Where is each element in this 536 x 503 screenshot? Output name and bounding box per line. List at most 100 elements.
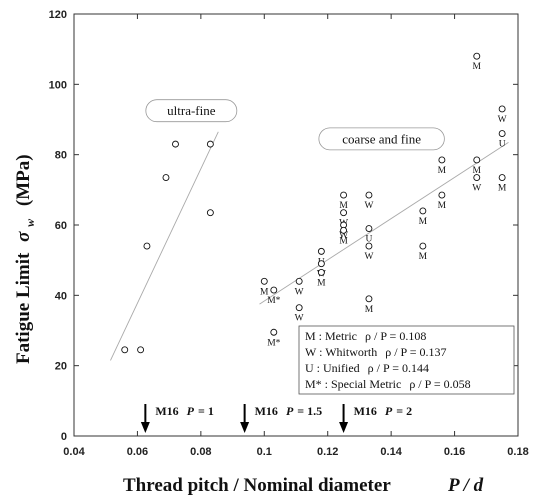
y-tick-label-2: 40	[55, 290, 67, 302]
y-tick-label-5: 100	[49, 79, 67, 91]
point-label-s1-3: W	[295, 287, 304, 297]
data-point-s0-0	[121, 346, 129, 354]
down-arrow-icon	[240, 422, 250, 433]
data-point-s1-23	[498, 105, 506, 113]
data-point-s1-11	[340, 226, 348, 234]
x-axis-title: Thread pitch / Nominal diameter	[123, 475, 391, 496]
x-tick-label-6: 0.16	[444, 446, 465, 458]
data-point-s1-18	[438, 156, 446, 164]
data-point-s1-25	[498, 174, 506, 181]
trend-line-0	[110, 131, 219, 361]
data-point-s1-0	[260, 277, 268, 285]
data-point-s1-22	[473, 174, 481, 181]
point-label-s1-11: M	[339, 236, 348, 246]
data-point-s1-9	[340, 209, 348, 217]
data-point-s1-16	[419, 207, 427, 215]
data-point-s0-3	[162, 174, 170, 181]
y-tick-label-6: 120	[49, 9, 67, 21]
down-arrow-icon	[339, 422, 349, 433]
x-tick-label-1: 0.06	[127, 446, 148, 458]
x-tick-label-5: 0.14	[380, 446, 402, 458]
legend-item-0: M : Metric ρ / P = 0.108	[305, 329, 426, 343]
legend-item-1: W : Whitworth ρ / P = 0.137	[305, 345, 447, 359]
point-label-s1-13: U	[366, 235, 373, 245]
marker-label-1: M16 P = 1.5	[255, 404, 323, 418]
point-label-s1-0: M	[260, 287, 269, 297]
data-point-s1-20	[473, 52, 481, 60]
annotation-1: coarse and fine	[342, 131, 421, 146]
y-axis-label: Fatigue Limit	[13, 252, 34, 364]
legend-item-3: M* : Special Metric ρ / P = 0.058	[305, 377, 471, 391]
point-label-s1-18: M	[438, 166, 447, 176]
point-label-s1-12: W	[364, 201, 373, 211]
point-label-s1-16: M	[419, 217, 428, 227]
y-tick-label-4: 80	[55, 150, 67, 162]
data-point-s1-3	[295, 277, 303, 285]
data-point-s1-4	[295, 304, 303, 312]
x-tick-label-3: 0.1	[257, 446, 272, 458]
point-label-s1-8: M	[339, 201, 348, 211]
data-point-s1-2	[270, 328, 278, 336]
y-tick-label-0: 0	[61, 431, 67, 443]
data-point-s1-5	[317, 247, 325, 255]
point-label-s1-20: M	[473, 62, 482, 72]
x-tick-label-4: 0.12	[317, 446, 338, 458]
x-tick-label-2: 0.08	[190, 446, 211, 458]
point-label-s1-2: M*	[267, 338, 280, 348]
legend: M : Metric ρ / P = 0.108 W : Whitworth ρ / …	[298, 325, 515, 395]
data-points: MM*M*WWUWMMWWMWUWMMMMMMMWWUM	[121, 52, 507, 354]
point-label-s1-7: M	[317, 278, 326, 288]
point-label-s1-25: M	[498, 184, 507, 194]
y-axis-title: Fatigue Limit σ w (MPa)	[13, 154, 39, 364]
data-point-s0-6	[206, 209, 214, 217]
data-point-s1-12	[365, 191, 373, 199]
y-axis-unit: (MPa)	[13, 154, 34, 206]
y-tick-label-3: 60	[55, 220, 67, 232]
down-arrow-icon	[140, 422, 150, 433]
point-label-s1-14: W	[364, 252, 373, 262]
point-label-s1-24: U	[499, 140, 506, 150]
annotation-box-1	[318, 127, 445, 151]
legend-box	[298, 325, 515, 395]
axis-ticks: 0.04 0.06 0.08 0.1 0.12 0.14 0.16 0.18 0 20 40 60 80…	[49, 9, 529, 458]
annotations: ultra-fine coarse and fine	[145, 99, 445, 151]
point-label-s1-19: M	[438, 201, 447, 211]
point-label-s1-17: M	[419, 252, 428, 262]
point-label-s1-22: W	[472, 184, 481, 194]
data-point-s1-19	[438, 191, 446, 199]
marker-label-0: M16 P = 1	[155, 404, 214, 418]
svg-text:Fatigue Limit σ w: Fatigue Limit σ w (MPa)	[13, 154, 39, 364]
y-axis-symbol: σ	[13, 231, 34, 242]
data-point-s1-15	[365, 295, 373, 303]
data-point-s1-1	[270, 286, 278, 294]
x-tick-label-0: 0.04	[63, 446, 85, 458]
data-point-s1-7	[317, 269, 325, 276]
annotation-box-0	[145, 99, 238, 123]
trend-line-1	[259, 141, 509, 305]
data-point-s1-21	[473, 156, 481, 164]
x-tick-label-7: 0.18	[507, 446, 528, 458]
data-point-s1-6	[317, 260, 325, 268]
legend-item-2: U : Unified ρ / P = 0.144	[305, 361, 429, 375]
point-label-s1-4: W	[295, 314, 304, 324]
point-label-s1-10: W	[339, 231, 348, 241]
data-point-s1-17	[419, 242, 427, 250]
y-axis-subscript: w	[23, 218, 37, 227]
data-point-s0-2	[143, 242, 151, 250]
data-point-s1-8	[340, 191, 348, 199]
point-label-s1-21: M	[473, 166, 482, 176]
data-point-s1-13	[365, 225, 373, 232]
data-point-s0-4	[172, 140, 179, 148]
point-label-s1-1: M*	[267, 296, 280, 306]
data-point-s0-5	[206, 140, 214, 148]
annotation-0: ultra-fine	[167, 103, 216, 118]
y-tick-label-1: 20	[55, 361, 67, 373]
data-point-s1-14	[365, 242, 373, 250]
x-axis-math-label: P / d	[447, 475, 484, 496]
point-label-s1-23: W	[498, 115, 507, 125]
marker-label-2: M16 P = 2	[354, 404, 413, 418]
data-point-s0-1	[137, 346, 145, 354]
pitch-markers: M16 P = 1 M16 P = 1.5 M16 P = 2	[140, 404, 413, 433]
point-label-s1-15: M	[365, 305, 374, 315]
